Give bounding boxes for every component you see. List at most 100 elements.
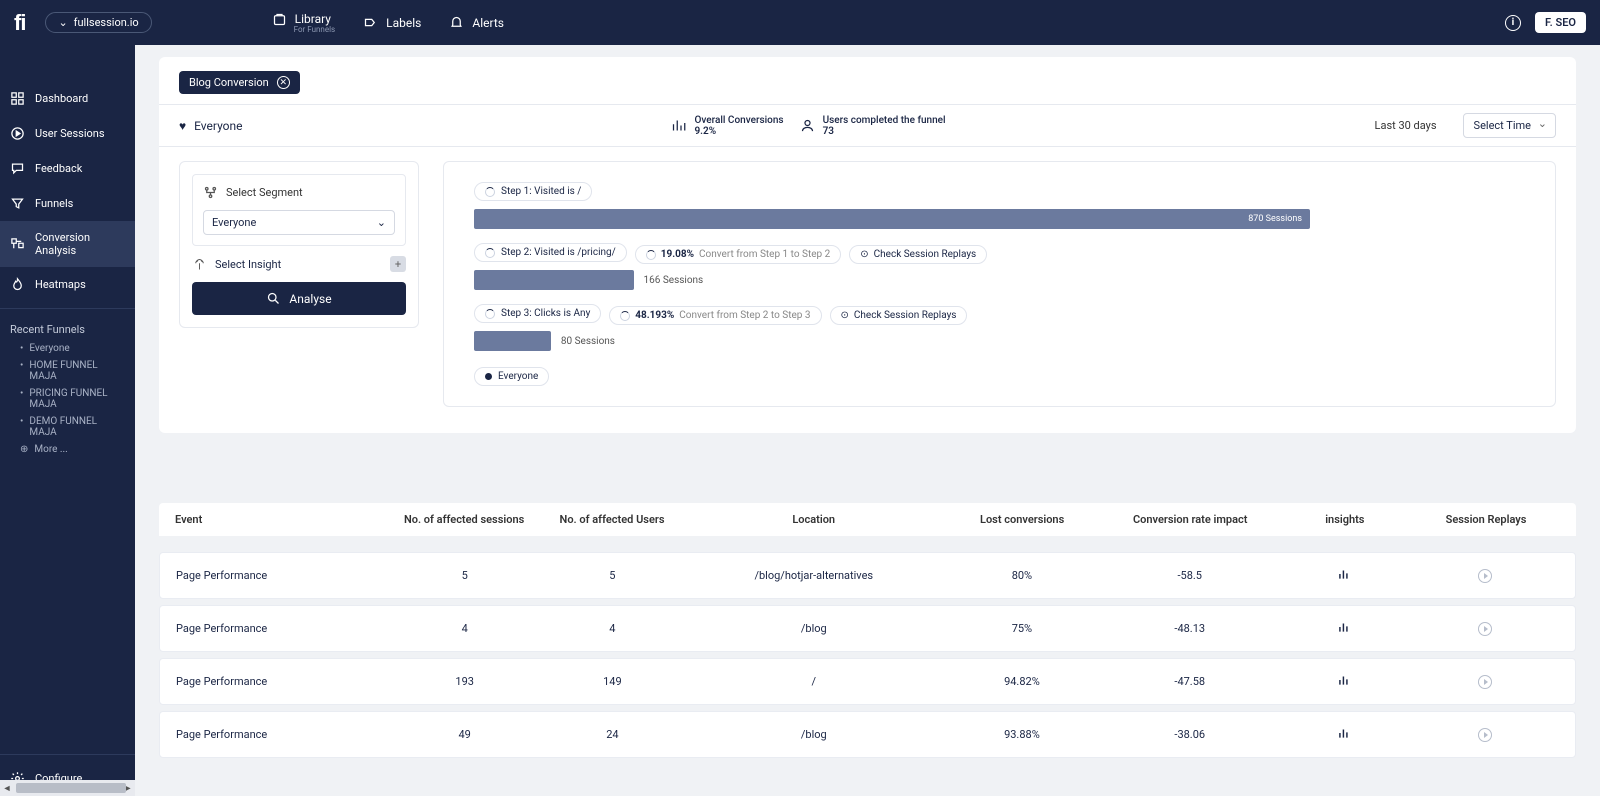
nav-alerts[interactable]: Alerts [449,12,504,34]
recent-item[interactable]: •Everyone [0,340,135,357]
td-location: / [686,675,941,688]
funnel-chart: Step 1: Visited is / 870 Sessions Step 2… [443,161,1556,407]
table-body: Page Performance55/blog/hotjar-alternati… [159,552,1576,758]
recent-item[interactable]: •PRICING FUNNEL MAJA [0,385,135,413]
play-icon: ⊙ [860,249,868,260]
logo: fi [14,10,25,36]
close-icon[interactable]: ✕ [277,76,290,89]
legend-item: Everyone [474,367,549,386]
td-impact: -47.58 [1102,675,1277,688]
sidebar-label: Heatmaps [35,278,86,291]
table-row: Page Performance55/blog/hotjar-alternati… [159,552,1576,599]
td-users: 4 [539,622,687,635]
replay-button[interactable] [1411,728,1559,742]
table-row: Page Performance44/blog75%-48.13 [159,605,1576,652]
play-circle-icon [1478,728,1492,742]
recent-item[interactable]: •DEMO FUNNEL MAJA [0,413,135,441]
sidebar-hscroll[interactable]: ◄ ► [0,780,135,796]
nav-labels-label: Labels [386,16,421,30]
td-sessions: 4 [391,622,539,635]
stat-value: 9.2% [694,126,783,137]
time-select[interactable]: Select Time [1463,113,1556,138]
segment-label: Everyone [194,119,242,133]
bar-label: 166 Sessions [644,275,704,286]
analyse-icon [266,291,281,306]
sidebar-label: Conversion Analysis [35,231,125,257]
top-nav: Library For Funnels Labels Alerts [272,12,504,34]
sidebar-item-conversion[interactable]: Conversion Analysis [0,221,135,267]
replay-button[interactable] [1411,675,1559,689]
insights-button[interactable] [1277,567,1411,584]
step2-bar [474,270,634,290]
replay-button[interactable] [1411,569,1559,583]
sidebar-item-heatmaps[interactable]: Heatmaps [0,267,135,302]
antenna-icon [192,257,207,272]
info-icon[interactable]: i [1505,15,1521,31]
heart-icon: ♥ [179,119,186,133]
td-lost: 94.82% [941,675,1102,688]
user-badge[interactable]: F. SEO [1535,12,1586,33]
topbar-right: i F. SEO [1505,12,1586,33]
td-users: 24 [539,728,687,741]
spinner-icon [485,309,495,319]
segment-select[interactable]: Everyone ⌄ [203,210,395,235]
td-sessions: 5 [391,569,539,582]
td-impact: -58.5 [1102,569,1277,582]
nav-library[interactable]: Library For Funnels [272,12,336,34]
segment-chip[interactable]: ♥ Everyone [179,119,243,133]
th-sessions: No. of affected sessions [390,513,538,526]
td-event: Page Performance [176,728,391,741]
add-insight-button[interactable]: + [390,256,406,272]
play-circle-icon [1478,675,1492,689]
td-location: /blog [686,728,941,741]
td-event: Page Performance [176,569,391,582]
stat-value: 73 [823,126,946,137]
nav-labels[interactable]: Labels [363,12,421,34]
step3-bar [474,331,551,351]
spinner-icon [646,250,656,260]
step2-label: Step 2: Visited is /pricing/ [474,243,627,262]
table-header: Event No. of affected sessions No. of af… [159,503,1576,536]
th-event: Event [175,513,390,526]
recent-more[interactable]: ⊕More ... [0,441,135,458]
sidebar-item-feedback[interactable]: Feedback [0,151,135,186]
recent-funnels-title: Recent Funnels [0,315,135,340]
insights-button[interactable] [1277,620,1411,637]
insights-button[interactable] [1277,673,1411,690]
bar-label: 80 Sessions [561,336,615,347]
legend-dot-icon [485,373,492,380]
th-location: Location [686,513,941,526]
branch-icon [203,185,218,200]
chevron-down-icon: ⌄ [58,16,67,29]
funnel-tag[interactable]: Blog Conversion ✕ [179,71,300,94]
funnel-card: Blog Conversion ✕ ♥ Everyone Overall Con… [159,57,1576,433]
sidebar-item-funnels[interactable]: Funnels [0,186,135,221]
library-icon [272,12,287,27]
summary-row: ♥ Everyone Overall Conversions 9.2% User… [159,104,1576,147]
table-row: Page Performance4924/blog93.88%-38.06 [159,711,1576,758]
replay-button[interactable] [1411,622,1559,636]
step3-convert-chip: 48.193% Convert from Step 2 to Step 3 [609,306,821,325]
spinner-icon [485,248,495,258]
step2-replay-chip[interactable]: ⊙ Check Session Replays [849,245,987,264]
bell-icon [449,15,464,30]
play-circle-icon [10,126,25,141]
domain-selector[interactable]: ⌄ fullsession.io [45,12,151,33]
td-impact: -48.13 [1102,622,1277,635]
td-event: Page Performance [176,622,391,635]
th-impact: Conversion rate impact [1103,513,1278,526]
step3-replay-chip[interactable]: ⊙ Check Session Replays [830,306,968,325]
sidebar-item-sessions[interactable]: User Sessions [0,116,135,151]
play-circle-icon [1478,569,1492,583]
step3-label: Step 3: Clicks is Any [474,304,601,323]
insights-button[interactable] [1277,726,1411,743]
analyse-label: Analyse [289,292,331,306]
spinner-icon [620,311,630,321]
time-range-label: Last 30 days [1375,119,1437,132]
scroll-left-icon[interactable]: ◄ [0,781,14,795]
analyse-button[interactable]: Analyse [192,282,406,315]
th-lost: Lost conversions [941,513,1102,526]
recent-item[interactable]: •HOME FUNNEL MAJA [0,357,135,385]
insight-row: Select Insight + [192,256,406,272]
sidebar-item-dashboard[interactable]: Dashboard [0,81,135,116]
